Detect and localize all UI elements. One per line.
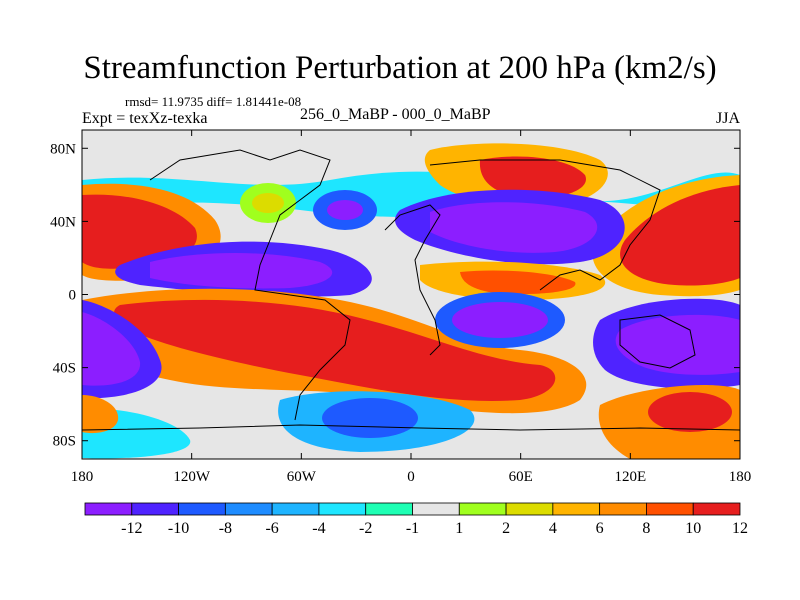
lat-tick-label: 80N: [50, 141, 76, 157]
lat-tick-label: 0: [69, 288, 77, 304]
colorbar-label: -4: [312, 520, 325, 537]
experiment-label: Expt = texXz-texka: [82, 110, 208, 127]
colorbar-swatch: [552, 502, 601, 516]
field-neg-southern-atlantic-core: [322, 398, 418, 438]
coast-north-america: [149, 149, 331, 296]
field-band-cyan-north: [82, 171, 740, 217]
colorbar-label: -8: [219, 520, 232, 537]
field-neg-australia-core: [615, 314, 740, 375]
colorbar-swatch: [458, 502, 507, 516]
coast-australia: [619, 314, 696, 369]
lon-tick-label: 120W: [173, 469, 211, 485]
lon-tick-label: 180: [729, 469, 752, 485]
colorbar-label: -1: [406, 520, 419, 537]
coast-south-america: [289, 294, 351, 421]
colorbar-label: -12: [121, 520, 142, 537]
colorbar-label: 6: [596, 520, 604, 537]
map-axes: 80N 40N 0 40S 80S 180 120W 60W 0 60E 120E 180: [50, 130, 751, 485]
lat-tick-label: 40S: [53, 361, 76, 377]
coast-antarctica: [82, 424, 740, 431]
colorbar-label: 2: [502, 520, 510, 537]
colorbar-label: -10: [168, 520, 189, 537]
lat-tick-label: 80S: [53, 434, 76, 450]
field-neg-sw-pacific-core: [82, 312, 141, 386]
map-field: [82, 130, 740, 459]
colorbar-label: 4: [549, 520, 557, 537]
colorbar: -12 -10 -8 -6 -4 -2 -1 1 2 4 6 8 10 12: [84, 502, 748, 537]
field-ring-greenland-inner: [252, 193, 284, 213]
colorbar-swatch: [646, 502, 694, 516]
colorbar-label: -6: [265, 520, 278, 537]
field-pos-southern-east-core: [648, 392, 732, 432]
stats-text: rmsd= 11.9735 diff= 1.81441e-08: [125, 94, 302, 109]
field-neg-eurasia-core: [430, 202, 598, 253]
colorbar-swatch: [131, 502, 179, 516]
field-pos-tropical-asia-core: [460, 270, 576, 295]
comparison-label: 256_0_MaBP - 000_0_MaBP: [300, 106, 491, 123]
colorbar-swatch: [178, 502, 226, 516]
lon-tick-label: 180: [71, 469, 94, 485]
field-pos-pacific-east-core: [620, 185, 740, 286]
colorbar-swatch: [271, 502, 320, 516]
coast-africa: [384, 204, 441, 356]
colorbar-swatch: [505, 502, 554, 516]
colorbar-swatch: [318, 502, 367, 516]
colorbar-label: 8: [642, 520, 650, 537]
plot-title: Streamfunction Perturbation at 200 hPa (…: [83, 50, 717, 86]
field-pos-southern-west: [82, 395, 119, 434]
coast-eurasia: [429, 159, 661, 291]
season-label: JJA: [716, 110, 741, 127]
colorbar-swatch: [224, 502, 273, 516]
lat-tick-label: 40N: [50, 214, 76, 230]
colorbar-label: 12: [732, 520, 748, 537]
lon-tick-label: 60E: [509, 469, 533, 485]
colorbar-swatch: [365, 502, 413, 516]
field-neg-north-atlantic-core: [327, 200, 363, 220]
colorbar-swatch: [692, 502, 741, 516]
field-neg-indian-ocean-core: [452, 302, 548, 338]
lon-tick-label: 120E: [614, 469, 646, 485]
field-pos-arctic-asia-core: [479, 156, 586, 199]
colorbar-swatch: [412, 502, 460, 516]
colorbar-label: 10: [685, 520, 701, 537]
lon-tick-label: 0: [407, 469, 415, 485]
field-pos-south-band-core: [114, 299, 556, 401]
colorbar-label: 1: [455, 520, 463, 537]
field-neg-central-tropical-core: [150, 253, 333, 289]
colorbar-swatch: [84, 502, 133, 516]
colorbar-swatch: [599, 502, 647, 516]
coastlines: [82, 149, 740, 431]
lon-tick-label: 60W: [287, 469, 317, 485]
colorbar-label: -2: [359, 520, 372, 537]
